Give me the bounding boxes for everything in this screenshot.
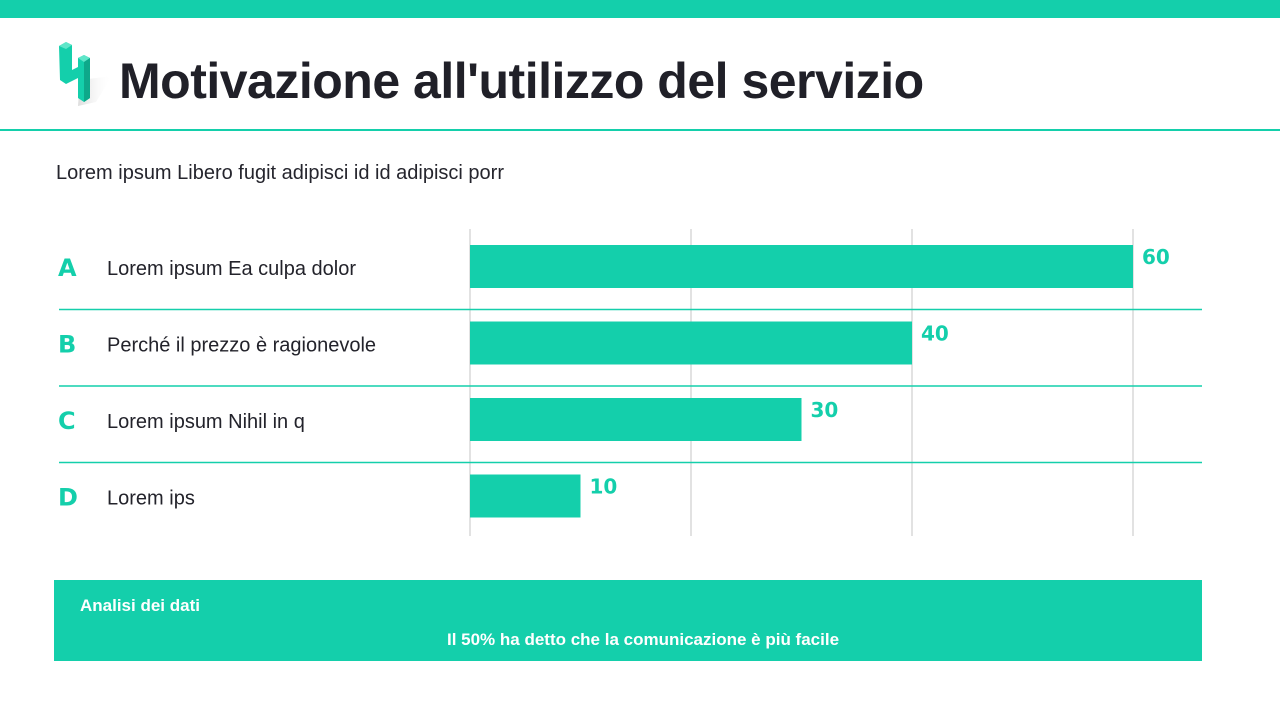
chart-subtitle: Lorem ipsum Libero fugit adipisci id id … bbox=[56, 162, 504, 184]
category-label: Lorem ipsum Ea culpa dolor bbox=[107, 258, 356, 280]
category-letter: A bbox=[58, 254, 77, 282]
analysis-box: Analisi dei dati Il 50% ha detto che la … bbox=[54, 580, 1202, 661]
bar bbox=[470, 398, 802, 441]
analysis-title: Analisi dei dati bbox=[80, 596, 200, 615]
data-label: 10 bbox=[590, 475, 618, 499]
header-divider bbox=[0, 129, 1280, 131]
data-label: 60 bbox=[1142, 245, 1170, 269]
logo-icon bbox=[59, 42, 112, 106]
analysis-message: Il 50% ha detto che la comunicazione è p… bbox=[446, 630, 840, 649]
data-label: 40 bbox=[921, 322, 949, 346]
data-label: 30 bbox=[811, 398, 839, 422]
category-label: Lorem ipsum Nihil in q bbox=[107, 411, 305, 433]
category-label: Perché il prezzo è ragionevole bbox=[107, 335, 376, 357]
bar bbox=[470, 474, 581, 518]
category-letter: D bbox=[58, 484, 78, 512]
top-accent-bar bbox=[0, 0, 1280, 18]
category-label: Lorem ips bbox=[107, 488, 195, 510]
category-letter: C bbox=[58, 407, 76, 435]
page-title: Motivazione all'utilizzo del servizio bbox=[119, 53, 924, 109]
bar bbox=[470, 321, 912, 365]
bar bbox=[470, 245, 1133, 288]
category-letter: B bbox=[58, 331, 76, 359]
